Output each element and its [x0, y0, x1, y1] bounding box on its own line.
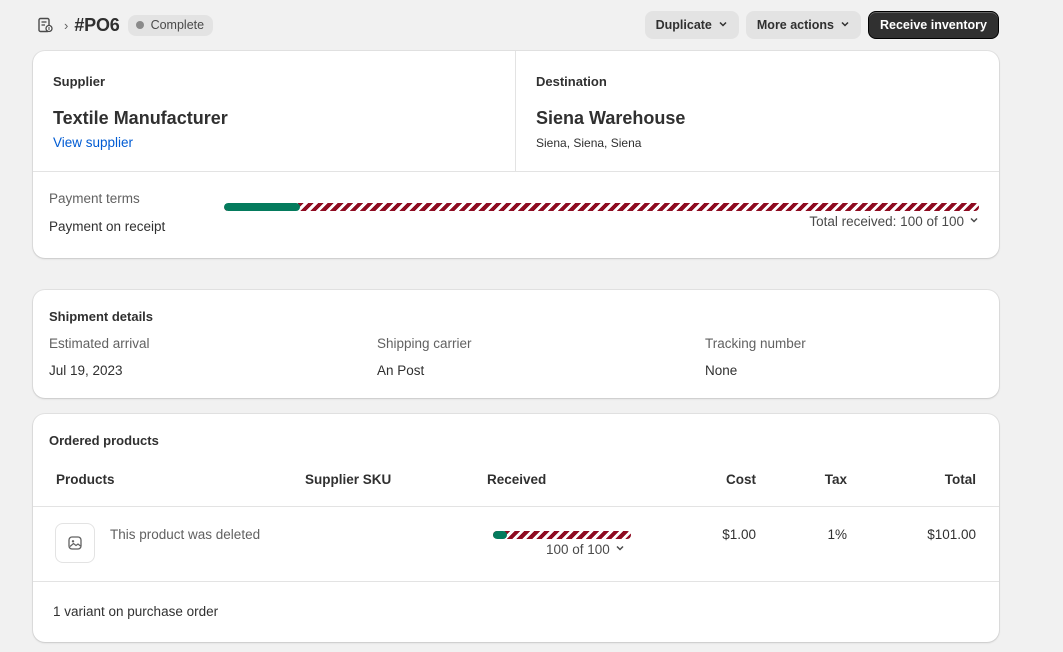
- progress-fill: [224, 203, 300, 211]
- destination-name: Siena Warehouse: [536, 108, 686, 128]
- shipment-details-heading: Shipment details: [49, 309, 154, 324]
- row-received-progress-bar: [493, 531, 631, 539]
- supplier-name: Textile Manufacturer: [53, 108, 228, 128]
- shipment-details-card: Shipment details Estimated arrival Jul 1…: [33, 290, 999, 398]
- total-received-progress-bar: [224, 203, 979, 211]
- variant-count-note: 1 variant on purchase order: [53, 604, 219, 619]
- more-actions-button-label: More actions: [756, 18, 834, 32]
- payment-terms-label: Payment terms: [49, 191, 140, 206]
- header-actions: Duplicate More actions Receive inventory: [644, 11, 999, 39]
- purchase-order-summary-card: Supplier Textile Manufacturer View suppl…: [33, 51, 999, 258]
- duplicate-button-label: Duplicate: [655, 18, 712, 32]
- tracking-number-field: Tracking number None: [705, 336, 806, 378]
- column-header-supplier-sku: Supplier SKU: [305, 472, 392, 487]
- row-received-toggle[interactable]: 100 of 100: [546, 542, 625, 557]
- column-header-received: Received: [487, 472, 547, 487]
- shipping-carrier-label: Shipping carrier: [377, 336, 472, 351]
- total-cell: $101.00: [927, 527, 976, 542]
- page-title: #PO6: [74, 14, 120, 35]
- destination-address: Siena, Siena, Siena: [536, 136, 642, 150]
- column-header-total: Total: [944, 472, 976, 487]
- table-row: This product was deleted 100 of 100 $1.0…: [33, 507, 999, 582]
- payment-terms-value: Payment on receipt: [49, 219, 166, 234]
- view-supplier-link[interactable]: View supplier: [53, 135, 134, 150]
- image-placeholder-icon: [55, 523, 95, 563]
- estimated-arrival-field: Estimated arrival Jul 19, 2023: [49, 336, 150, 378]
- chevron-down-icon: [840, 19, 850, 32]
- shipping-carrier-value: An Post: [377, 363, 425, 378]
- total-received-toggle[interactable]: Total received: 100 of 100: [809, 214, 979, 229]
- column-header-cost: Cost: [726, 472, 756, 487]
- breadcrumb-chevron-icon: ›: [64, 17, 69, 33]
- supplier-heading: Supplier: [53, 74, 106, 89]
- progress-fill: [493, 531, 507, 539]
- ordered-products-card: Ordered products Products Supplier SKU R…: [33, 414, 999, 642]
- estimated-arrival-value: Jul 19, 2023: [49, 363, 123, 378]
- more-actions-button[interactable]: More actions: [745, 11, 861, 39]
- tracking-number-value: None: [705, 363, 738, 378]
- column-header-tax: Tax: [824, 472, 847, 487]
- destination-section: Destination Siena Warehouse Siena, Siena…: [516, 51, 999, 172]
- column-header-products: Products: [56, 472, 115, 487]
- chevron-down-icon: [718, 19, 728, 32]
- tax-cell: 1%: [827, 527, 847, 542]
- receive-inventory-button[interactable]: Receive inventory: [868, 11, 999, 39]
- estimated-arrival-label: Estimated arrival: [49, 336, 150, 351]
- status-badge: Complete: [127, 14, 214, 36]
- shipping-carrier-field: Shipping carrier An Post: [377, 336, 472, 378]
- supplier-destination-row: Supplier Textile Manufacturer View suppl…: [33, 51, 999, 172]
- cost-cell: $1.00: [722, 527, 756, 542]
- duplicate-button[interactable]: Duplicate: [644, 11, 739, 39]
- chevron-down-icon: [615, 543, 625, 556]
- total-received-label: Total received: 100 of 100: [809, 214, 964, 229]
- table-header: [33, 460, 999, 507]
- order-icon[interactable]: [36, 16, 54, 34]
- page-header: › #PO6 Complete Duplicate More actions R…: [36, 11, 999, 39]
- product-name: This product was deleted: [110, 527, 261, 542]
- status-badge-label: Complete: [150, 18, 205, 32]
- ordered-products-heading: Ordered products: [49, 433, 159, 448]
- row-received-label: 100 of 100: [546, 542, 610, 557]
- chevron-down-icon: [969, 215, 979, 228]
- status-dot-icon: [135, 21, 144, 29]
- destination-heading: Destination: [536, 74, 607, 89]
- supplier-section: Supplier Textile Manufacturer View suppl…: [33, 51, 516, 172]
- tracking-number-label: Tracking number: [705, 336, 806, 351]
